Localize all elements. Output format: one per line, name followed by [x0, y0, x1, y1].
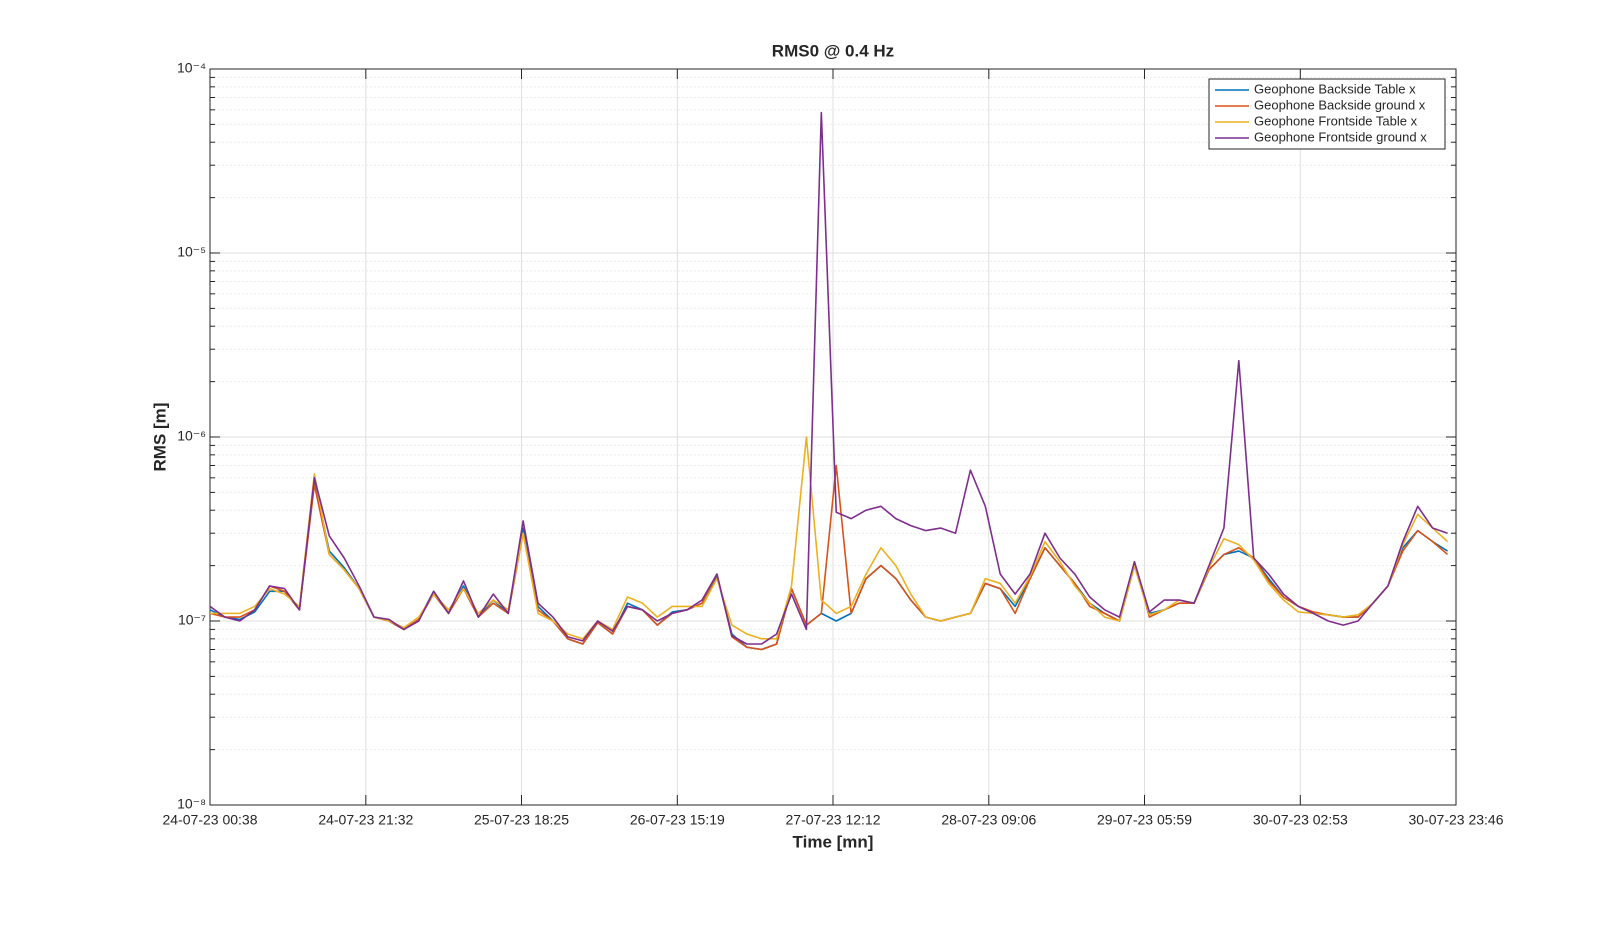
x-tick-label: 29-07-23 05:59 — [1097, 812, 1192, 828]
x-tick-label: 24-07-23 21:32 — [318, 812, 413, 828]
chart-title: RMS0 @ 0.4 Hz — [772, 41, 894, 60]
legend-label: Geophone Backside ground x — [1254, 97, 1426, 112]
x-tick-label: 30-07-23 02:53 — [1253, 812, 1348, 828]
y-axis-label: RMS [m] — [150, 403, 169, 472]
x-tick-label: 28-07-23 09:06 — [941, 812, 1036, 828]
axes-box — [209, 68, 1457, 806]
series-line — [210, 436, 1449, 640]
x-tick-label: 27-07-23 12:12 — [786, 812, 881, 828]
y-tick-label: 10⁻⁶ — [177, 428, 206, 444]
x-axis-label: Time [mn] — [793, 832, 874, 851]
x-tick-label: 25-07-23 18:25 — [474, 812, 569, 828]
x-tick-label: 30-07-23 23:46 — [1409, 812, 1504, 828]
legend-label: Geophone Frontside Table x — [1254, 113, 1418, 128]
y-tick-label: 10⁻⁷ — [178, 612, 206, 628]
legend-label: Geophone Frontside ground x — [1254, 129, 1427, 144]
series-line — [209, 464, 1449, 651]
x-tick-label: 26-07-23 15:19 — [630, 812, 725, 828]
y-tick-label: 10⁻⁸ — [177, 796, 206, 812]
legend-label: Geophone Backside Table x — [1254, 81, 1416, 96]
y-tick-label: 10⁻⁵ — [177, 244, 206, 260]
y-tick-label: 10⁻⁴ — [177, 60, 206, 76]
x-tick-label: 24-07-23 00:38 — [163, 812, 258, 828]
series-line — [209, 111, 1448, 645]
